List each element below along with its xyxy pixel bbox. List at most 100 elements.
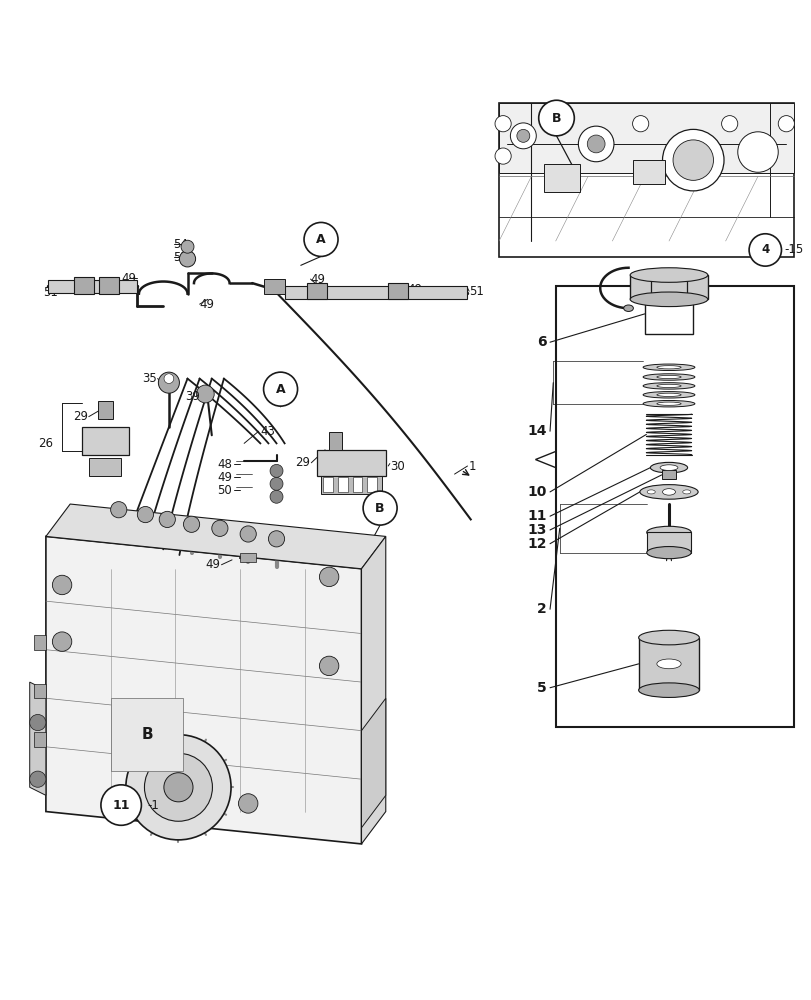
Bar: [352, 477, 362, 492]
Text: B: B: [551, 112, 560, 125]
Text: 35: 35: [142, 372, 157, 385]
Ellipse shape: [642, 374, 694, 380]
Circle shape: [632, 116, 648, 132]
Ellipse shape: [656, 366, 680, 369]
Circle shape: [538, 100, 573, 136]
Ellipse shape: [629, 292, 707, 307]
Text: 29: 29: [73, 410, 88, 423]
Circle shape: [110, 502, 127, 518]
Ellipse shape: [656, 384, 680, 388]
Bar: [98, 401, 113, 419]
Circle shape: [517, 129, 529, 142]
Bar: [323, 477, 333, 492]
Circle shape: [543, 116, 559, 132]
Polygon shape: [361, 698, 385, 828]
Polygon shape: [361, 536, 385, 844]
Bar: [320, 476, 381, 494]
Bar: [74, 277, 93, 294]
Bar: [307, 283, 326, 299]
Text: 51: 51: [43, 286, 58, 299]
Circle shape: [240, 526, 256, 542]
Bar: [629, 275, 707, 299]
Circle shape: [179, 251, 195, 267]
Circle shape: [319, 567, 338, 587]
Bar: [650, 279, 686, 299]
Bar: [88, 458, 121, 476]
Text: 11: 11: [526, 509, 546, 523]
Circle shape: [662, 129, 723, 191]
Text: 51: 51: [469, 285, 483, 298]
Circle shape: [270, 477, 283, 490]
Text: 4: 4: [760, 243, 769, 256]
Bar: [543, 164, 579, 192]
Text: 2: 2: [536, 602, 546, 616]
Polygon shape: [30, 682, 46, 795]
Circle shape: [30, 771, 46, 787]
Text: -1: -1: [147, 799, 159, 812]
Ellipse shape: [642, 392, 694, 398]
Bar: [638, 638, 698, 690]
Bar: [328, 432, 341, 450]
Circle shape: [238, 794, 258, 813]
Bar: [499, 103, 793, 257]
Circle shape: [196, 385, 214, 403]
Circle shape: [30, 714, 46, 731]
Circle shape: [303, 222, 337, 256]
Text: 12: 12: [526, 537, 546, 551]
Circle shape: [777, 116, 793, 132]
Circle shape: [363, 491, 397, 525]
Circle shape: [264, 372, 297, 406]
Text: 13: 13: [527, 523, 546, 537]
Text: 49: 49: [200, 298, 214, 311]
Text: 48: 48: [217, 458, 232, 471]
Text: 49: 49: [407, 283, 422, 296]
Bar: [34, 732, 46, 747]
Ellipse shape: [642, 400, 694, 407]
Text: 14: 14: [526, 424, 546, 438]
Ellipse shape: [646, 526, 690, 538]
Circle shape: [586, 135, 604, 153]
Ellipse shape: [662, 489, 675, 495]
Text: 49: 49: [310, 273, 325, 286]
Bar: [264, 279, 285, 294]
Bar: [388, 283, 407, 299]
Bar: [110, 698, 183, 771]
Text: 55: 55: [173, 251, 187, 264]
Circle shape: [212, 520, 228, 536]
Ellipse shape: [638, 683, 698, 697]
Bar: [661, 470, 676, 479]
Text: 50: 50: [217, 484, 232, 497]
Circle shape: [158, 372, 179, 393]
Text: 30: 30: [389, 460, 404, 473]
Text: 5: 5: [536, 681, 546, 695]
Circle shape: [268, 531, 285, 547]
Polygon shape: [46, 536, 361, 844]
Text: 29: 29: [295, 456, 310, 469]
Text: 10: 10: [527, 485, 546, 499]
Circle shape: [52, 632, 71, 651]
Bar: [34, 635, 46, 650]
Circle shape: [495, 116, 511, 132]
Circle shape: [495, 148, 511, 164]
Circle shape: [164, 773, 193, 802]
Text: A: A: [315, 233, 325, 246]
Circle shape: [270, 490, 283, 503]
Circle shape: [749, 234, 780, 266]
Circle shape: [52, 575, 71, 595]
Bar: [316, 450, 385, 476]
Ellipse shape: [650, 462, 687, 473]
Bar: [644, 299, 693, 334]
Ellipse shape: [646, 547, 690, 559]
Polygon shape: [534, 451, 555, 468]
Text: 49: 49: [205, 558, 221, 571]
Text: 49: 49: [122, 272, 136, 285]
Polygon shape: [499, 103, 793, 173]
Circle shape: [510, 123, 535, 149]
Bar: [337, 477, 347, 492]
Text: 43: 43: [260, 425, 275, 438]
Bar: [49, 280, 137, 293]
Circle shape: [181, 240, 194, 253]
Ellipse shape: [656, 375, 680, 379]
Text: B: B: [141, 727, 152, 742]
Polygon shape: [46, 504, 385, 569]
